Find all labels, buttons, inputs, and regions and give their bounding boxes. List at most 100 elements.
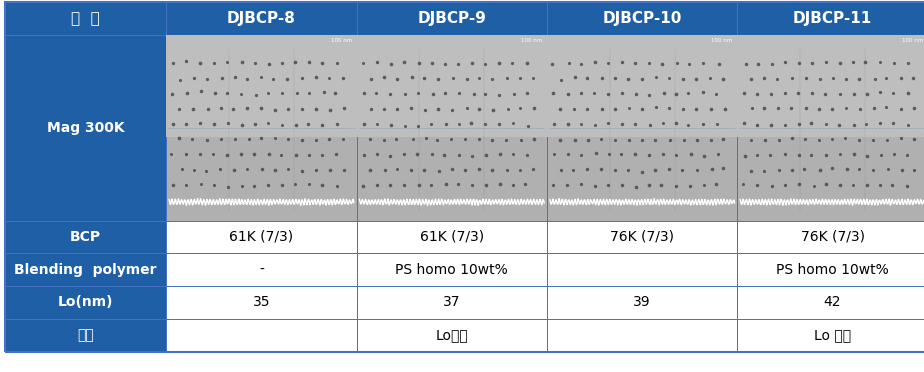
- Point: [213, 166, 228, 172]
- Point: [845, 59, 860, 65]
- Point: [777, 90, 792, 96]
- Text: DJBCP-10: DJBCP-10: [602, 11, 682, 26]
- Point: [166, 182, 181, 188]
- Point: [743, 76, 758, 82]
- Point: [620, 76, 635, 82]
- Point: [362, 167, 377, 173]
- Point: [478, 121, 492, 127]
- Point: [566, 106, 581, 112]
- Text: -: -: [259, 263, 264, 277]
- Text: 76K (7/3): 76K (7/3): [610, 230, 675, 244]
- Point: [668, 152, 683, 158]
- Point: [547, 151, 562, 157]
- Point: [492, 181, 507, 187]
- Point: [553, 137, 567, 143]
- Point: [363, 137, 378, 142]
- Point: [335, 75, 350, 81]
- Point: [807, 183, 821, 189]
- Point: [873, 60, 888, 65]
- Point: [690, 137, 705, 143]
- Point: [824, 136, 839, 142]
- Point: [663, 137, 677, 143]
- Point: [656, 90, 671, 96]
- Point: [601, 60, 615, 66]
- Point: [574, 61, 589, 67]
- Point: [179, 90, 194, 96]
- Point: [410, 123, 425, 129]
- Point: [501, 106, 516, 112]
- Point: [851, 137, 866, 143]
- Point: [608, 167, 623, 173]
- Point: [220, 121, 235, 126]
- Point: [560, 182, 575, 187]
- Point: [614, 151, 628, 157]
- Point: [574, 90, 589, 96]
- Point: [688, 106, 703, 112]
- Point: [565, 167, 580, 173]
- Point: [450, 181, 465, 187]
- Point: [545, 61, 560, 67]
- Bar: [737, 253, 924, 286]
- Point: [431, 106, 445, 112]
- Text: 39: 39: [633, 295, 651, 310]
- Bar: [357, 35, 547, 137]
- Point: [840, 166, 855, 171]
- Point: [213, 105, 228, 111]
- Point: [750, 61, 765, 67]
- Point: [642, 122, 657, 128]
- Point: [336, 105, 351, 111]
- Point: [213, 136, 228, 142]
- Point: [642, 92, 657, 98]
- Point: [675, 106, 690, 112]
- Bar: [547, 286, 737, 319]
- Text: BCP: BCP: [70, 230, 101, 244]
- Point: [738, 153, 753, 159]
- Point: [764, 122, 779, 128]
- Point: [410, 151, 425, 157]
- Point: [164, 151, 178, 157]
- Point: [424, 151, 439, 157]
- Point: [403, 106, 418, 112]
- Point: [907, 136, 922, 142]
- Bar: [5, 2, 166, 35]
- Point: [404, 167, 419, 173]
- Point: [676, 137, 691, 142]
- Point: [322, 136, 336, 142]
- Point: [797, 136, 812, 142]
- Point: [187, 167, 201, 173]
- Point: [235, 59, 249, 65]
- Point: [635, 137, 650, 142]
- Point: [280, 166, 295, 172]
- Point: [390, 106, 405, 112]
- Point: [881, 166, 895, 172]
- Point: [406, 136, 420, 142]
- Point: [193, 60, 208, 65]
- Point: [614, 59, 629, 65]
- Point: [479, 182, 493, 188]
- Text: PS homo 10wt%: PS homo 10wt%: [395, 263, 508, 277]
- Point: [164, 91, 179, 97]
- Point: [663, 105, 677, 110]
- Point: [322, 107, 337, 113]
- Point: [683, 151, 698, 157]
- Point: [193, 151, 208, 157]
- Point: [294, 168, 309, 174]
- Point: [458, 136, 473, 142]
- Point: [899, 183, 914, 189]
- Point: [411, 60, 426, 66]
- Bar: [737, 2, 924, 35]
- Point: [622, 137, 637, 143]
- Point: [492, 92, 506, 97]
- Point: [839, 105, 854, 111]
- Point: [451, 61, 466, 67]
- Point: [811, 106, 826, 112]
- Point: [772, 137, 786, 142]
- Point: [894, 75, 908, 81]
- Point: [587, 122, 602, 128]
- Text: Lo 증가: Lo 증가: [814, 328, 851, 342]
- Point: [235, 122, 249, 128]
- Point: [383, 182, 397, 188]
- Bar: [166, 35, 357, 221]
- Point: [330, 121, 345, 127]
- Point: [681, 90, 696, 96]
